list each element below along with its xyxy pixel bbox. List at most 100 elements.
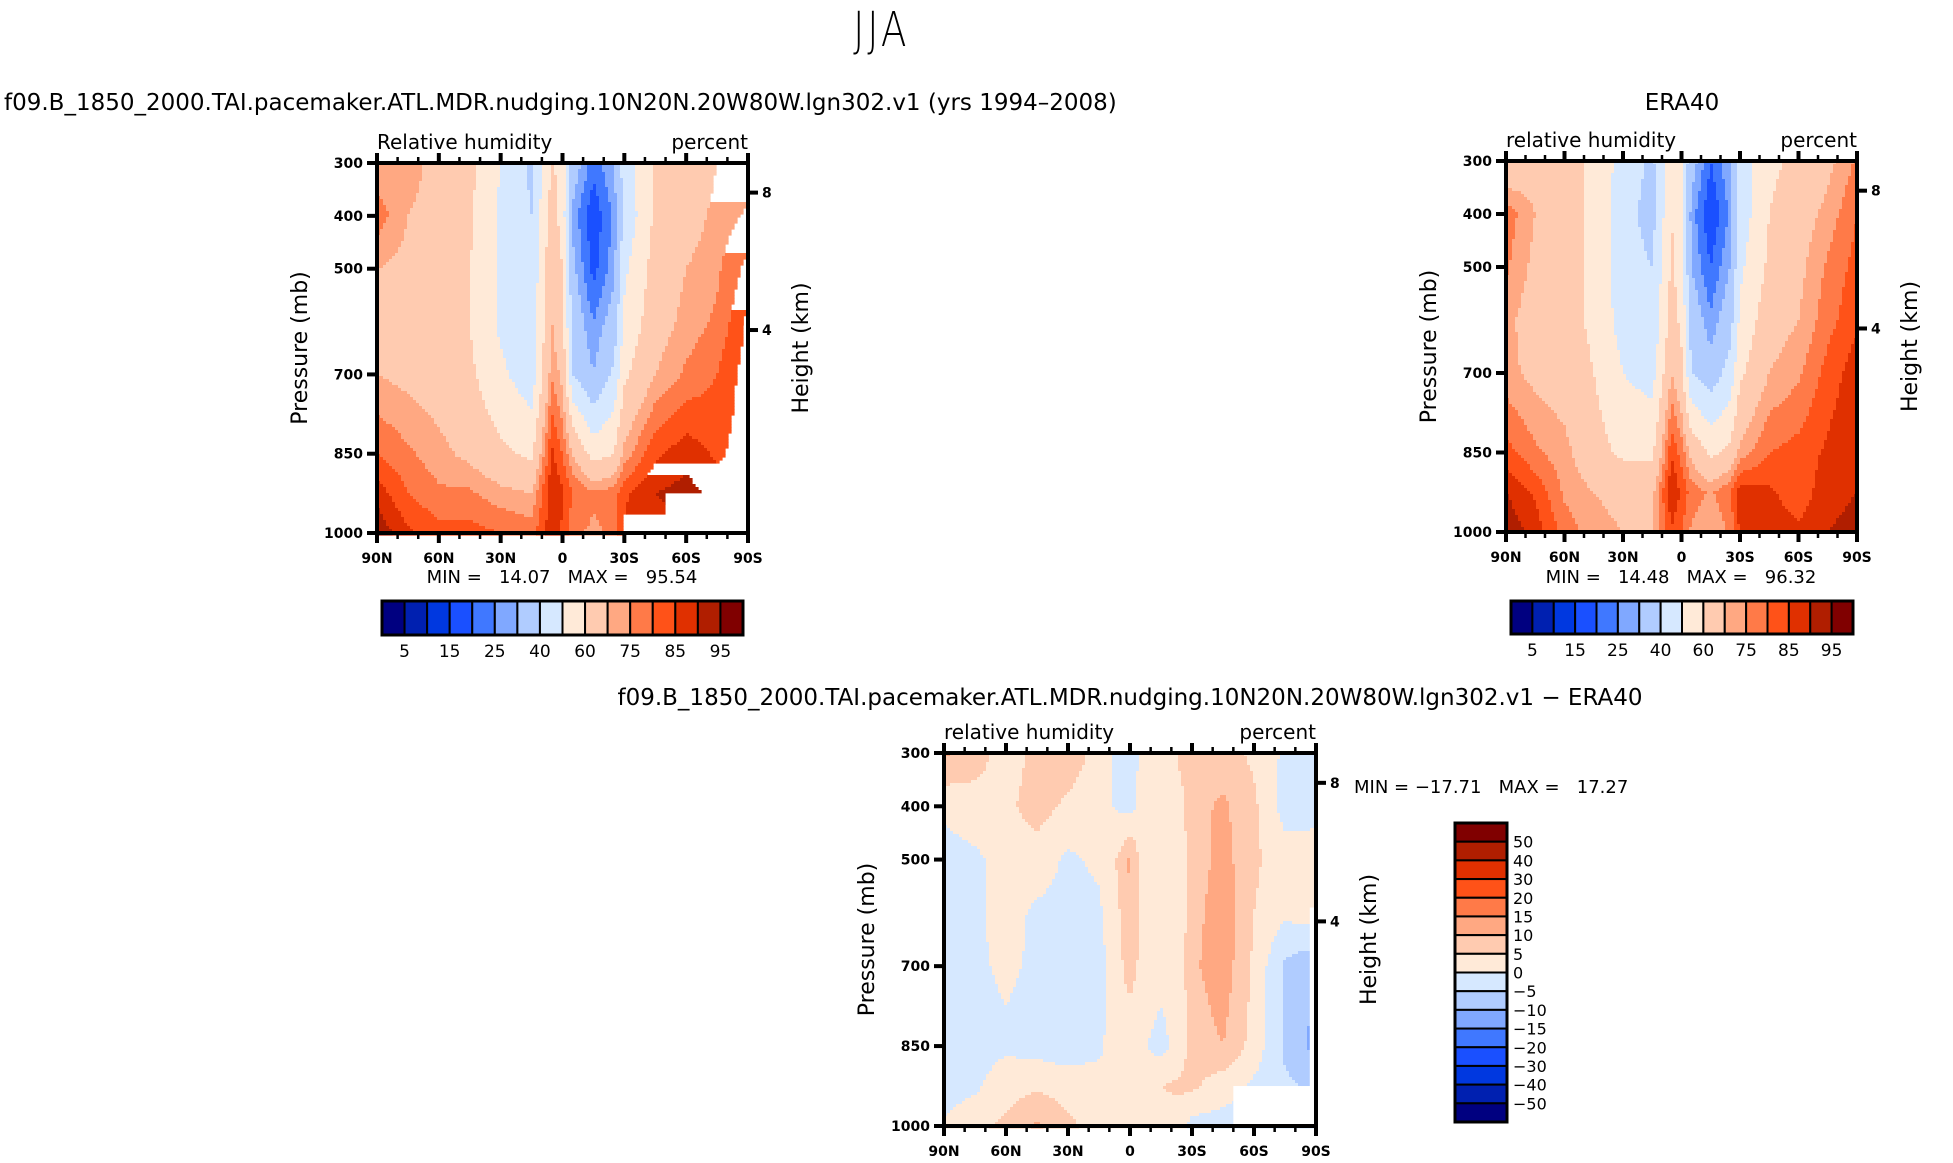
contour-cell [650, 382, 675, 386]
contour-cell [971, 843, 1125, 847]
contour-cell [569, 400, 573, 404]
contour-cell [1722, 164, 1732, 168]
contour-cell [1755, 332, 1792, 336]
contour-cell [713, 379, 738, 383]
contour-cell [623, 451, 633, 455]
contour-cell [1752, 338, 1789, 342]
contour-cell [1764, 389, 1792, 393]
contour-cell [377, 406, 423, 410]
contour-cell [1614, 323, 1660, 327]
contour-cell [1262, 861, 1317, 865]
contour-cell [677, 409, 735, 413]
contour-cell [377, 238, 405, 242]
contour-cell [383, 265, 471, 269]
contour-cell [650, 253, 693, 257]
contour-cell [1731, 182, 1738, 186]
contour-cell [614, 277, 621, 281]
colorbar-box [471, 600, 496, 636]
contour-cell [1683, 293, 1690, 297]
contour-cell [1659, 515, 1666, 519]
contour-cell [572, 241, 582, 245]
contour-cell [1722, 263, 1732, 267]
contour-cell [1845, 284, 1858, 288]
contour-cell [599, 238, 612, 242]
contour-cell [542, 193, 549, 197]
contour-cell [587, 178, 606, 182]
contour-cell [602, 331, 618, 335]
contour-cell [944, 765, 987, 769]
contour-cell [1671, 239, 1675, 243]
contour-cell [1686, 410, 1702, 414]
contour-cell [1728, 209, 1732, 213]
contour-cell [542, 166, 552, 170]
contour-cell [716, 373, 738, 377]
contour-cell [1581, 476, 1657, 480]
contour-cell [1181, 771, 1254, 775]
contour-cell [1584, 275, 1612, 279]
contour-cell [608, 310, 618, 314]
contour-cell [1686, 455, 1690, 459]
contour-cell [569, 289, 579, 293]
contour-cell [620, 421, 633, 425]
contour-cell [1701, 272, 1720, 276]
contour-cell [623, 466, 636, 470]
contour-cell [545, 283, 564, 287]
contour-cell [638, 340, 669, 344]
contour-cell [1749, 239, 1768, 243]
contour-cell [623, 331, 642, 335]
contour-cell [1569, 506, 1606, 510]
contour-cell [1827, 344, 1852, 348]
contour-cell [563, 505, 573, 509]
contour-cell [1686, 266, 1693, 270]
contour-cell [1734, 416, 1753, 420]
contour-cell [659, 361, 687, 365]
contour-cell [1671, 257, 1675, 261]
contour-cell [1704, 383, 1717, 387]
contour-cell [1731, 467, 1738, 471]
contour-cell [548, 412, 561, 416]
contour-cell [542, 343, 552, 347]
contour-cell [710, 313, 732, 317]
contour-cell [545, 325, 552, 329]
contour-cell [548, 193, 558, 197]
contour-cell [590, 196, 600, 200]
contour-cell [692, 436, 729, 440]
contour-cell [383, 202, 414, 206]
contour-cell [1112, 777, 1137, 781]
contour-cell [1614, 452, 1654, 456]
contour-cell [1668, 425, 1678, 429]
contour-cell [1842, 299, 1858, 303]
contour-cell [491, 478, 537, 482]
contour-cell [545, 250, 561, 254]
contour-cell [1668, 395, 1678, 399]
contour-cell [1653, 524, 1660, 528]
contour-cell [1025, 762, 1086, 766]
contour-cell [614, 265, 621, 269]
contour-cell [404, 229, 474, 233]
contour-cell [1815, 473, 1858, 477]
contour-cell [551, 349, 555, 353]
contour-cell [716, 460, 720, 464]
contour-cell [1713, 260, 1723, 264]
contour-cell [1506, 428, 1528, 432]
contour-cell [623, 448, 636, 452]
contour-cell [428, 412, 489, 416]
contour-cell [1112, 774, 1137, 778]
contour-cell [1076, 780, 1113, 784]
contour-cell [578, 181, 585, 185]
contour-cell [1737, 353, 1750, 357]
contour-cell [569, 193, 576, 197]
contour-cell [620, 370, 630, 374]
contour-cell [566, 355, 570, 359]
contour-cell [686, 361, 720, 365]
contour-cell [572, 400, 591, 404]
contour-cell [1683, 449, 1690, 453]
contour-cell [608, 265, 615, 269]
contour-cell [578, 208, 588, 212]
contour-cell [1683, 353, 1687, 357]
model-y-axis-label: Pressure (mb) [288, 271, 313, 425]
contour-cell [1689, 314, 1702, 318]
contour-cell [1698, 470, 1729, 474]
contour-cell [1686, 344, 1690, 348]
contour-cell [1767, 374, 1801, 378]
